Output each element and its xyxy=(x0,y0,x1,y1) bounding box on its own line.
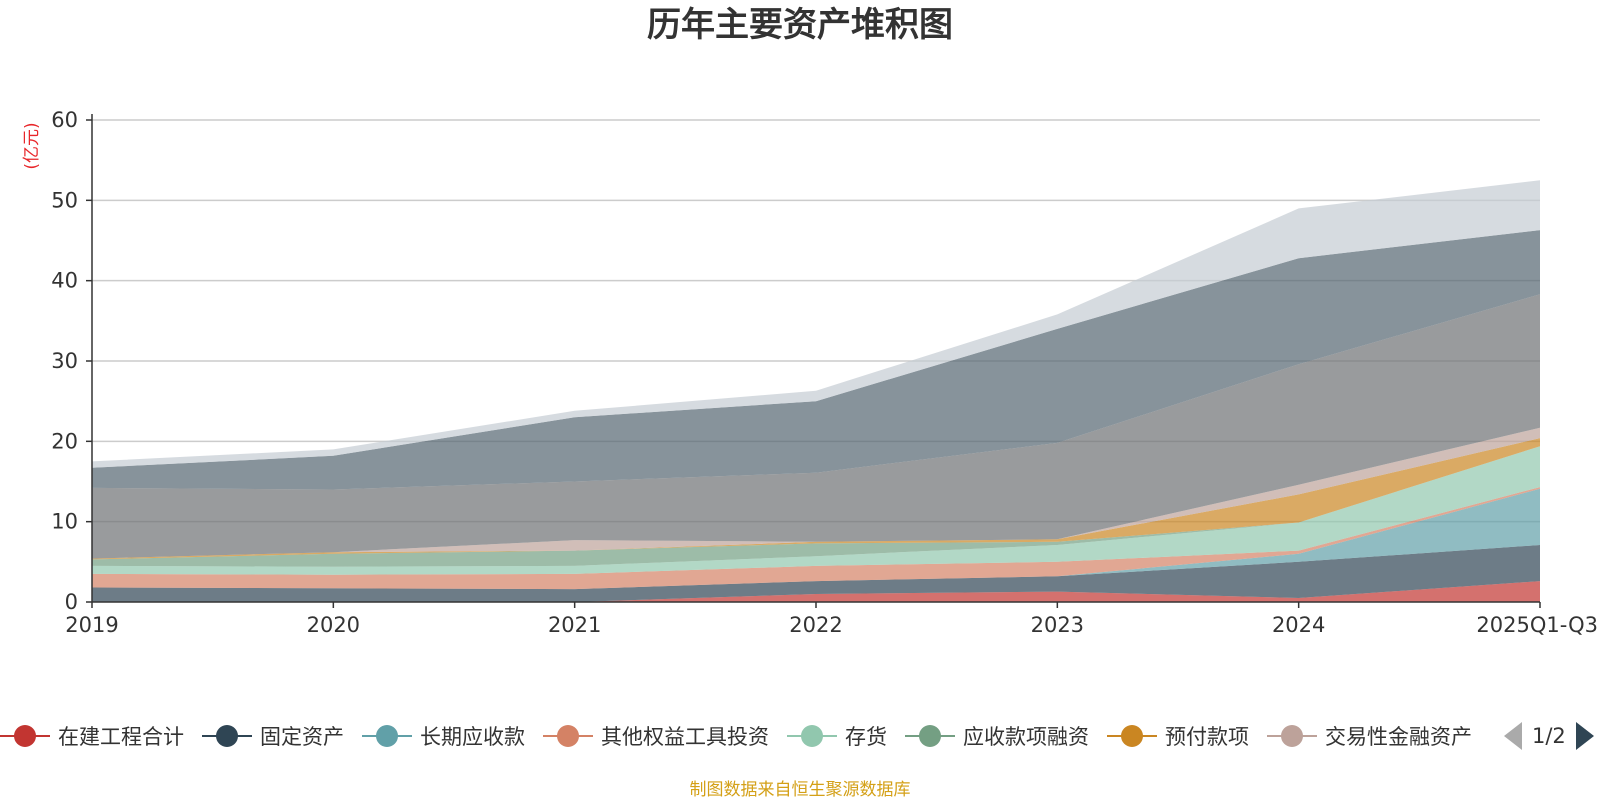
legend-item[interactable]: 其他权益工具投资 xyxy=(543,716,769,756)
legend-label: 在建工程合计 xyxy=(58,725,184,749)
y-tick-label: 0 xyxy=(65,590,78,614)
area-series-0[interactable] xyxy=(92,581,1540,602)
legend-item[interactable]: 长期应收款 xyxy=(362,716,525,756)
x-tick-label: 2021 xyxy=(548,613,601,637)
x-tick-label: 2020 xyxy=(307,613,360,637)
legend-label: 存货 xyxy=(845,725,887,749)
legend-item[interactable]: 在建工程合计 xyxy=(0,716,184,756)
x-tick-label: 2022 xyxy=(789,613,842,637)
y-tick-label: 20 xyxy=(51,429,78,453)
legend-marker-icon xyxy=(362,724,412,748)
legend-label: 长期应收款 xyxy=(420,725,525,749)
legend-marker-icon xyxy=(1267,724,1317,748)
legend-item[interactable]: 预付款项 xyxy=(1107,716,1249,756)
legend-next-page-icon[interactable] xyxy=(1575,722,1594,750)
legend-page-indicator: 1/2 xyxy=(1532,724,1566,748)
legend-pager: 1/2 xyxy=(1504,716,1600,756)
area-series-1[interactable] xyxy=(92,545,1540,602)
legend-label: 固定资产 xyxy=(260,725,344,749)
x-tick-label: 2019 xyxy=(65,613,118,637)
chart-title: 历年主要资产堆积图 xyxy=(647,5,953,45)
legend-item[interactable]: 存货 xyxy=(787,716,887,756)
area-series-9[interactable] xyxy=(92,230,1540,490)
area-series-8[interactable] xyxy=(92,294,1540,559)
legend-marker-icon xyxy=(202,724,252,748)
area-layer xyxy=(92,180,1540,602)
legend-label: 预付款项 xyxy=(1165,725,1249,749)
axis-layer: 0 10 20 30 40 50 60 2019 2020 2021 2022 2023 2024 202… xyxy=(22,108,1598,637)
y-tick-label: 60 xyxy=(51,108,78,132)
legend-item[interactable]: 应收款项融资 xyxy=(905,716,1089,756)
legend-marker-icon xyxy=(543,724,593,748)
legend-prev-page-icon[interactable] xyxy=(1504,722,1522,750)
legend-marker-icon xyxy=(905,724,955,748)
y-tick-label: 10 xyxy=(51,510,78,534)
x-tick-label: 2023 xyxy=(1031,613,1084,637)
source-note: 制图数据来自恒生聚源数据库 xyxy=(689,780,911,800)
legend-marker-icon xyxy=(0,724,50,748)
area-series-3[interactable] xyxy=(92,487,1540,590)
y-tick-label: 40 xyxy=(51,269,78,293)
y-tick-label: 30 xyxy=(51,349,78,373)
x-tick-label: 2025Q1-Q3 xyxy=(1476,613,1598,637)
legend-label: 其他权益工具投资 xyxy=(601,725,769,749)
area-series-4[interactable] xyxy=(92,446,1540,575)
legend: 在建工程合计 固定资产 长期应收款 其他权益工具投资 存货 应收款项融资 预付款项 交易性金融… xyxy=(0,716,1490,756)
x-tick-label: 2024 xyxy=(1272,613,1325,637)
y-tick-label: 50 xyxy=(51,188,78,212)
legend-label: 应收款项融资 xyxy=(963,725,1089,749)
area-series-6[interactable] xyxy=(92,438,1540,560)
legend-marker-icon xyxy=(1107,724,1157,748)
legend-label: 交易性金融资产 xyxy=(1325,725,1472,749)
legend-item[interactable]: 交易性金融资产 xyxy=(1267,716,1472,756)
y-axis-unit-label: (亿元) xyxy=(22,122,42,169)
area-series-10[interactable] xyxy=(92,180,1540,468)
legend-marker-icon xyxy=(787,724,837,748)
legend-item[interactable]: 固定资产 xyxy=(202,716,344,756)
